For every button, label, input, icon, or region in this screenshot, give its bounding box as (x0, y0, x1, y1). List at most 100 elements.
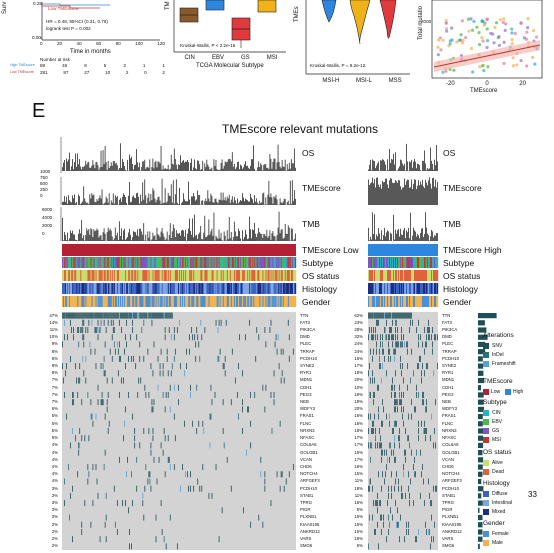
annotation-cell (253, 270, 255, 281)
bar (243, 239, 244, 241)
annotation-cell (435, 270, 437, 281)
bar (385, 236, 386, 241)
bar (272, 161, 274, 171)
alteration-cell (394, 485, 395, 492)
alteration-cell (230, 485, 232, 492)
annotation-cell (82, 283, 84, 294)
annotation-cell (391, 257, 393, 268)
alteration-cell (431, 334, 432, 341)
bar (425, 179, 426, 205)
alteration-cell (78, 341, 80, 348)
annotation-cell (289, 257, 292, 268)
alteration-cell (170, 312, 172, 319)
annotation-cell (183, 283, 185, 294)
alteration-cell (103, 464, 105, 471)
alteration-cell (381, 456, 382, 463)
scatter-point (469, 46, 474, 51)
annotation-cell (63, 296, 65, 307)
alteration-cell (430, 435, 431, 442)
alteration-cell (98, 312, 100, 319)
bar (165, 168, 167, 171)
gene-label: FAT3 (442, 319, 452, 325)
bar (428, 235, 429, 241)
annotation-cell (285, 283, 288, 294)
bar (249, 201, 250, 205)
scatter-point (502, 17, 506, 21)
tick: 250 (40, 187, 48, 192)
annotation-cell (226, 257, 229, 268)
alteration-cell (429, 528, 430, 535)
bar (275, 194, 277, 205)
alteration-cell (383, 348, 384, 355)
scatter-point (485, 45, 489, 50)
alteration-cell (134, 427, 136, 435)
annotation-cell (222, 270, 224, 281)
annotation-cell (185, 270, 187, 281)
annotation-cell (377, 257, 379, 268)
alteration-cell (81, 327, 83, 334)
bar (240, 200, 241, 205)
gene-label: GOLGB1 (442, 449, 460, 455)
scatter-panel: Total mutatio 2000 -20 0 20 TMEscore (416, 0, 546, 95)
bar (138, 196, 140, 205)
annotation-cell (224, 283, 226, 294)
scatter-point (519, 58, 523, 63)
legend-swatch (483, 437, 489, 443)
bar (137, 162, 138, 171)
bar (243, 167, 244, 171)
alteration-cell (107, 319, 109, 326)
bar (401, 160, 402, 171)
bar (245, 198, 246, 205)
frequency-bar (478, 406, 484, 412)
annotation-cell (245, 257, 247, 268)
bar (90, 167, 92, 171)
gene-label: NEB (442, 399, 451, 405)
annotation-cell (112, 296, 115, 307)
bar (422, 160, 423, 171)
annotation-cell (87, 257, 89, 268)
annotation-cell (168, 257, 171, 268)
annotation-cell (200, 283, 202, 294)
alteration-cell (164, 435, 166, 442)
frequency-bar (478, 435, 484, 441)
alteration-cell (116, 341, 118, 348)
annotation-cell (88, 270, 90, 281)
annotation-cell (278, 270, 280, 281)
annotation-cell (429, 270, 431, 281)
annotation-cell (198, 270, 200, 281)
annotation-cell (268, 270, 270, 281)
annotation-cell (392, 283, 394, 294)
bar (111, 236, 113, 241)
alteration-cell (436, 485, 437, 492)
annotation-cell (185, 257, 187, 268)
alteration-cell (113, 327, 115, 334)
alteration-cell (69, 312, 70, 319)
bar (161, 169, 163, 171)
annotation-cell (291, 257, 294, 268)
annotation-cell (174, 296, 177, 307)
annotation-cell (170, 270, 173, 281)
annotation-cell (201, 283, 203, 294)
frequency-bar (478, 334, 488, 340)
alteration-cell (159, 363, 161, 370)
annotation-cell (375, 283, 377, 294)
annotation-cell (148, 257, 150, 268)
bar (229, 238, 231, 241)
frequency-bar (478, 392, 484, 398)
alteration-cell (433, 442, 434, 449)
annotation-cell (380, 296, 382, 307)
annotation-cell (290, 296, 293, 307)
alteration-cell (399, 399, 400, 406)
track-label-group-high: TMEscore High (443, 245, 502, 255)
alteration-cell (422, 363, 423, 370)
scatter-point (480, 19, 484, 23)
bar (263, 164, 265, 171)
annotation-cell (284, 257, 287, 268)
km-risk-row-high: High TMEscore (10, 63, 35, 67)
annotation-cell (421, 296, 423, 307)
alteration-cell (70, 355, 71, 362)
scatter-point (497, 35, 501, 39)
scatter-point (444, 18, 448, 23)
bar (255, 201, 257, 205)
bar (129, 154, 130, 171)
